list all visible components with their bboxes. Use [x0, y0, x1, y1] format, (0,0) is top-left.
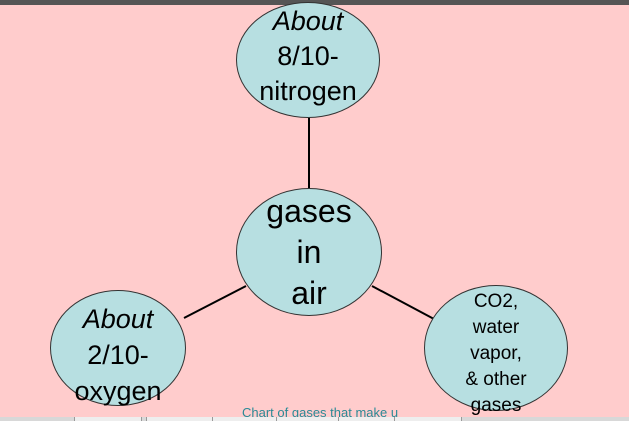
node-other-line3: vapor, [470, 343, 522, 364]
node-oxygen-line2: 2/10- [87, 340, 149, 370]
connector-left [183, 285, 247, 319]
node-center-line3: air [291, 274, 327, 311]
node-other-line4: & other [465, 369, 527, 390]
node-center-line2: in [296, 233, 322, 270]
node-other-gases: CO2, water vapor, & other gases [424, 285, 568, 416]
node-other-line5: gases [470, 395, 522, 416]
node-nitrogen-line1: About [272, 5, 344, 36]
toolbar-tab-6[interactable] [394, 417, 462, 421]
toolbar-tab-3[interactable] [212, 417, 280, 421]
node-center-line1: gases [266, 192, 352, 229]
node-nitrogen-text: About 8/10- nitrogen [259, 4, 357, 109]
node-center-text: gases in air [266, 191, 351, 314]
node-other-line2: water [472, 317, 520, 338]
node-oxygen-line1: About [82, 304, 154, 334]
node-nitrogen-line3: nitrogen [259, 75, 357, 106]
toolbar-tab-4[interactable] [276, 417, 344, 421]
slide-caption: Chart of gases that make u [242, 405, 399, 420]
node-oxygen: About 2/10- oxygen [50, 290, 186, 406]
node-gases-in-air: gases in air [236, 188, 382, 316]
node-nitrogen-line2: 8/10- [277, 40, 339, 71]
connector-right [371, 285, 435, 320]
node-other-text: CO2, water vapor, & other gases [465, 289, 526, 419]
node-nitrogen: About 8/10- nitrogen [236, 2, 380, 118]
toolbar-tab-1[interactable] [74, 417, 142, 421]
node-other-line1: CO2, [473, 291, 519, 312]
toolbar-tab-2[interactable] [146, 417, 214, 421]
node-oxygen-text: About 2/10- oxygen [74, 301, 161, 409]
node-oxygen-line3: oxygen [74, 376, 162, 406]
bottom-toolbar [0, 417, 629, 421]
